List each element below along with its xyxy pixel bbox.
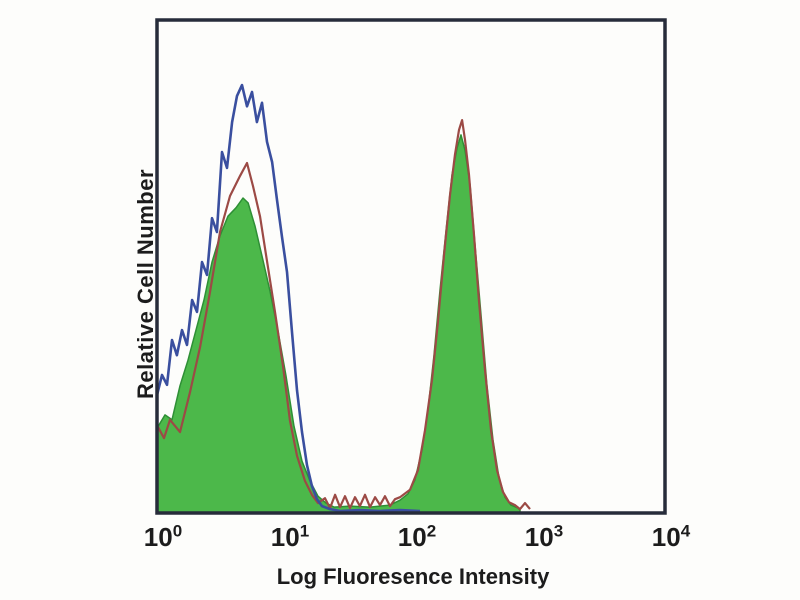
x-tick-label: 102 bbox=[397, 521, 437, 552]
x-tick-label: 100 bbox=[143, 521, 183, 552]
x-tick-label: 101 bbox=[270, 521, 310, 552]
x-tick-label: 103 bbox=[524, 521, 564, 552]
x-axis-label: Log Fluoresence Intensity bbox=[276, 564, 550, 589]
series-stained-filled-green bbox=[156, 134, 521, 514]
x-tick-label: 104 bbox=[651, 521, 691, 552]
plot-frame bbox=[155, 18, 667, 515]
series-control-red-outline bbox=[156, 119, 531, 511]
y-axis-label: Relative Cell Number bbox=[133, 168, 158, 400]
series-control-blue-outline bbox=[155, 83, 421, 513]
